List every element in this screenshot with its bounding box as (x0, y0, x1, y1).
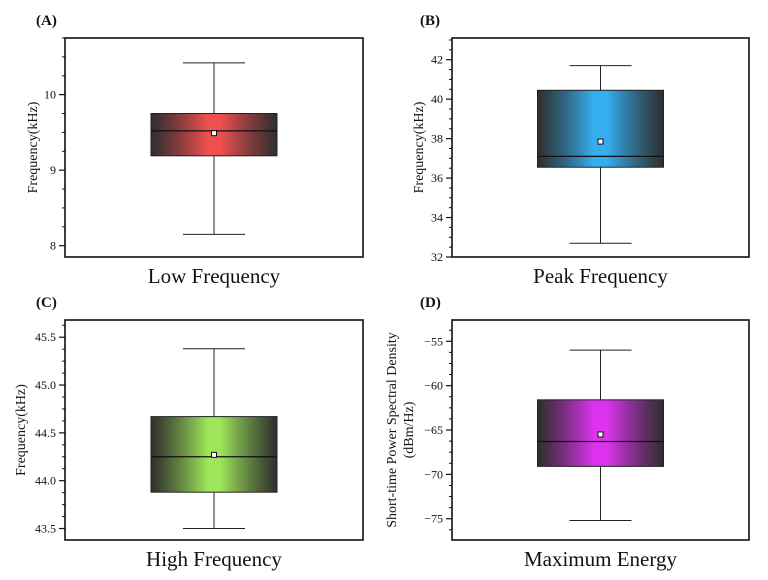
y-tick-label: 38 (431, 132, 443, 146)
y-tick-label: −55 (424, 334, 443, 348)
panel-label: (A) (36, 13, 57, 29)
y-axis: −75 −70 −65 −60 −55 (424, 329, 452, 531)
box-plot (150, 62, 278, 235)
y-tick-label: 9 (50, 163, 56, 177)
panel-4: (D) −75 −70 −65 −60 −55 Short-time Power Spect… (385, 295, 750, 571)
y-tick-label: 42 (431, 53, 443, 67)
box-plot (537, 65, 664, 244)
y-axis-label: Short-time Power Spectral Density (385, 332, 400, 528)
mean-marker (211, 130, 217, 137)
x-axis-label: Maximum Energy (524, 547, 678, 571)
y-tick-label: −75 (424, 512, 443, 526)
panel-label: (B) (420, 13, 440, 29)
y-tick-label: 45.0 (35, 378, 56, 392)
y-tick-label: 40 (431, 92, 443, 106)
y-axis-label: Frequency(kHz) (412, 101, 427, 193)
mean-marker (597, 431, 604, 438)
y-tick-label: −65 (424, 423, 443, 437)
y-tick-label: 32 (431, 250, 443, 264)
y-axis-label: Frequency(kHz) (26, 101, 41, 193)
y-tick-label: 36 (431, 171, 443, 185)
box-plot (150, 348, 278, 530)
y-axis: 32 34 36 38 40 42 (431, 39, 452, 264)
y-tick-label: 34 (431, 211, 443, 225)
iqr-box (537, 89, 664, 168)
y-tick-label: 45.5 (35, 330, 56, 344)
y-axis: 8 9 10 (44, 37, 65, 253)
mean-marker (211, 451, 217, 458)
plot-frame (451, 319, 750, 541)
y-tick-label: −60 (424, 379, 443, 393)
panel-label: (C) (36, 295, 57, 311)
y-tick-label: 44.5 (35, 426, 56, 440)
x-axis-label: High Frequency (146, 547, 282, 571)
y-tick-label: 10 (44, 88, 56, 102)
panel-3: (C) 43.5 44.0 44.5 45.0 45.5 Frequency(kHz) Hig… (14, 295, 364, 571)
y-axis: 43.5 44.0 44.5 45.0 45.5 (35, 324, 65, 536)
y-tick-label: 43.5 (35, 522, 56, 536)
plot-frame (451, 37, 750, 258)
y-tick-label: 8 (50, 239, 56, 253)
plot-frame (64, 319, 364, 541)
y-tick-label: 44.0 (35, 474, 56, 488)
panel-label: (D) (420, 295, 441, 311)
y-axis-label: Frequency(kHz) (14, 384, 29, 476)
y-tick-label: −70 (424, 467, 443, 481)
box-plot (537, 349, 664, 521)
x-axis-label: Low Frequency (148, 264, 281, 288)
panel-2: (B) 32 34 36 38 40 42 Frequency(kHz) Peak Freque… (412, 13, 750, 288)
x-axis-label: Peak Frequency (533, 264, 668, 288)
mean-marker (597, 138, 604, 145)
plot-frame (64, 37, 364, 258)
y-axis-label: (dBm/Hz) (402, 401, 417, 458)
